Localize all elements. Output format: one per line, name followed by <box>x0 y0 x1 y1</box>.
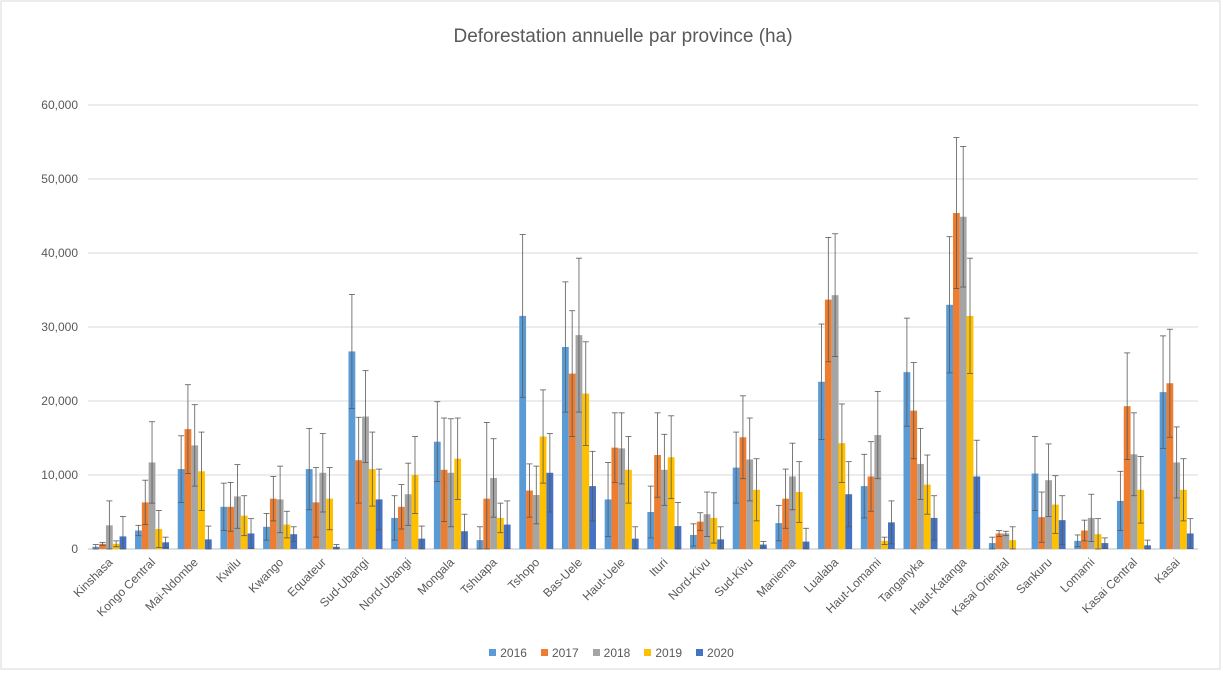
bar-2017 <box>526 490 533 549</box>
legend-swatch <box>644 649 652 656</box>
bar-2019 <box>454 458 462 549</box>
bar-2016 <box>561 346 569 549</box>
bar-2018 <box>148 462 156 549</box>
bar-2016 <box>135 530 142 549</box>
y-tick-label: 40,000 <box>41 246 78 260</box>
legend-swatch <box>540 649 548 656</box>
legend-label: 2016 <box>500 645 527 660</box>
bar-2016 <box>732 467 740 549</box>
chart-title: Deforestation annuelle par province (ha) <box>453 26 792 47</box>
bar-2018 <box>575 335 583 549</box>
bar-2017 <box>952 213 960 550</box>
bar-2016 <box>1159 392 1167 549</box>
bar-2017 <box>995 533 1003 549</box>
bar-2017 <box>867 476 875 549</box>
bar-2018 <box>1173 462 1181 549</box>
bar-2016 <box>348 351 356 549</box>
bar-2019 <box>966 315 974 549</box>
legend-item: 2019 <box>644 646 682 660</box>
bar-2017 <box>611 447 619 549</box>
bar-2017 <box>824 299 832 549</box>
bar-2016 <box>177 469 185 549</box>
y-tick-label: 50,000 <box>41 172 78 186</box>
bar-2018 <box>789 476 796 549</box>
legend: 2016 2017 2018 2019 2020 <box>0 645 1223 660</box>
bar-2018 <box>191 445 199 549</box>
bar-2019 <box>582 393 590 549</box>
bar-2016 <box>818 381 825 549</box>
bar-2018 <box>362 416 369 549</box>
bar-2016 <box>946 304 953 549</box>
y-tick-label: 30,000 <box>41 320 78 334</box>
bar-2018 <box>874 435 882 549</box>
y-tick-label: 0 <box>71 542 78 556</box>
bar-2019 <box>368 469 376 549</box>
bar-2017 <box>568 373 576 549</box>
bar-2018 <box>746 459 754 549</box>
legend-swatch <box>592 649 600 656</box>
legend-label: 2018 <box>603 645 631 660</box>
error-bars <box>92 137 1194 550</box>
bar-2018 <box>660 469 668 549</box>
bar-2017 <box>1166 383 1174 549</box>
bar-2016 <box>433 441 441 549</box>
legend-swatch <box>696 649 704 656</box>
bar-2019 <box>539 436 547 549</box>
bar-2017 <box>99 543 106 549</box>
legend-item: 2016 <box>489 646 527 660</box>
bar-2017 <box>141 502 149 549</box>
bar-2017 <box>355 460 363 549</box>
bar-2017 <box>1123 406 1131 549</box>
bar-2019 <box>667 457 675 549</box>
bar-2018 <box>618 448 626 549</box>
bar-2018 <box>831 295 839 549</box>
bar-2019 <box>923 484 931 549</box>
bar-2019 <box>496 517 504 549</box>
bar-2017 <box>910 410 918 549</box>
bar-2016 <box>1031 473 1039 549</box>
bar-2019 <box>625 469 632 549</box>
bar-2017 <box>739 437 747 549</box>
legend-label: 2019 <box>655 645 683 660</box>
legend-item: 2020 <box>696 646 734 660</box>
bar-2017 <box>184 429 192 549</box>
legend-label: 2017 <box>551 645 579 660</box>
bar-2016 <box>903 372 911 549</box>
bar-2018 <box>917 463 924 549</box>
bar-2018 <box>959 216 967 550</box>
bar-2018 <box>1002 533 1010 549</box>
bar-2017 <box>696 521 704 549</box>
y-axis-tick-labels: 0 10,000 20,000 30,000 40,000 50,000 60,000 <box>41 98 78 556</box>
y-tick-label: 20,000 <box>41 394 78 408</box>
bar-2019 <box>838 443 846 549</box>
legend-item: 2018 <box>592 645 631 660</box>
bar-2018 <box>1130 454 1138 549</box>
y-tick-label: 10,000 <box>41 468 78 482</box>
bar-2016 <box>519 315 527 549</box>
legend-label: 2020 <box>707 645 734 660</box>
bar-2017 <box>269 498 277 549</box>
bar-2017 <box>654 455 661 549</box>
legend-item: 2017 <box>540 645 579 660</box>
y-tick-label: 60,000 <box>41 98 78 112</box>
legend-swatch <box>489 649 497 656</box>
